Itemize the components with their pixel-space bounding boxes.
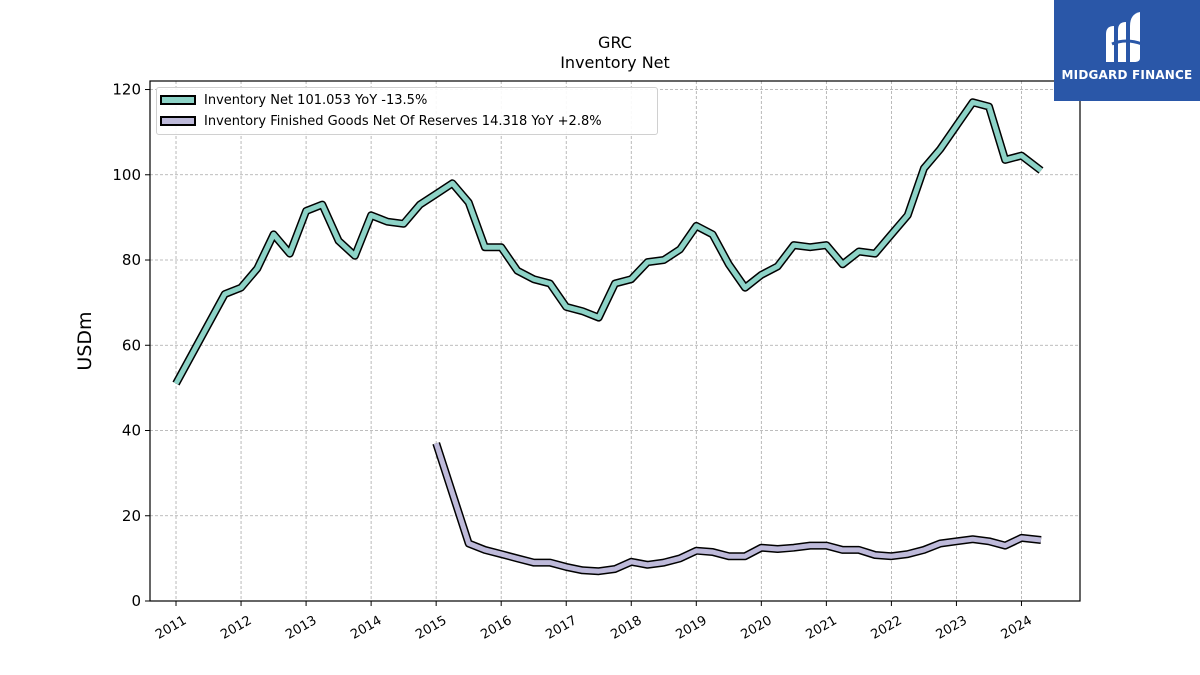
y-tick-label: 100 [112,166,141,184]
y-tick-label: 20 [122,507,141,525]
series-layer [172,98,1044,576]
series-line [173,99,1043,385]
legend-swatch-inventory-net [160,95,196,105]
x-tick-label: 2011 [153,613,189,643]
y-tick-label: 120 [112,81,141,99]
x-tick-label: 2018 [608,613,644,643]
logo-text: MIDGARD FINANCE [1061,68,1193,82]
x-tick-label: 2020 [738,613,774,643]
brand-logo: MIDGARD FINANCE [1054,0,1200,101]
x-tick-label: 2013 [283,613,319,643]
legend-label-inventory-net: Inventory Net 101.053 YoY -13.5% [204,93,428,108]
x-tick-label: 2014 [348,613,384,643]
series-line [433,442,1042,574]
x-tick-label: 2023 [934,613,970,643]
series-0 [172,98,1044,386]
x-tick-label: 2016 [478,613,514,643]
logo-mark-icon [1106,12,1143,62]
series-line-outline [432,442,1042,576]
x-tick-label: 2019 [673,613,709,643]
y-tick-label: 60 [122,336,141,354]
x-tick-label: 2022 [869,613,905,643]
series-1 [432,442,1042,576]
legend-swatch-finished-goods [160,116,196,126]
x-tick-label: 2017 [543,613,579,643]
x-tick-label: 2024 [999,613,1035,643]
x-tick-label: 2012 [218,613,254,643]
x-tick-label: 2021 [804,613,840,643]
y-tick-label: 0 [131,592,141,610]
plot-frame [149,80,1081,602]
legend-label-finished-goods: Inventory Finished Goods Net Of Reserves… [204,114,602,129]
grid-layer [150,81,1080,602]
x-tick-label: 2015 [413,613,449,643]
y-tick-label: 80 [122,251,141,269]
y-tick-label: 40 [122,422,141,440]
chart-subtitle: Inventory Net [560,53,670,72]
legend: Inventory Net 101.053 YoY -13.5% Invento… [156,87,658,135]
chart-title: GRC [598,33,632,52]
y-axis-label: USDm [74,311,96,370]
